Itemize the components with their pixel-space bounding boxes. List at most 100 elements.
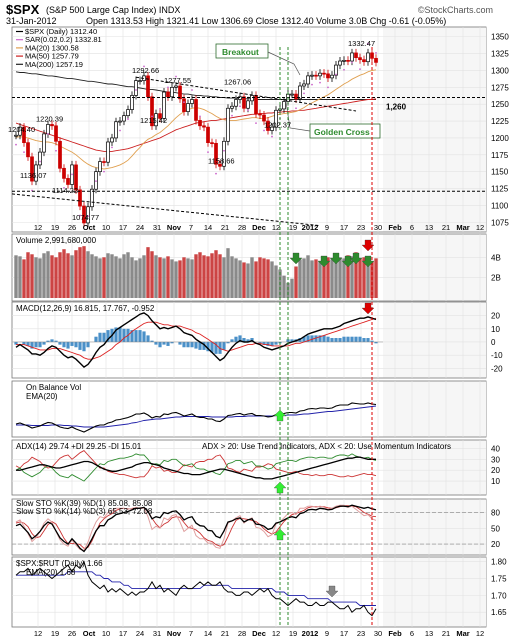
future-area-ratio	[383, 557, 486, 627]
sar-dot	[47, 132, 49, 135]
volume-bar	[282, 275, 286, 298]
obv-title: On Balance Vol	[26, 383, 81, 392]
candle-body	[318, 72, 322, 77]
macd-hist-bar	[74, 341, 78, 348]
volume-bar	[254, 261, 258, 298]
volume-bar	[190, 259, 194, 298]
x-axis-label-top: 12	[476, 223, 484, 232]
ratio-ema-line	[16, 571, 376, 606]
y-tick-label: 20	[491, 466, 500, 475]
macd-hist-bar	[310, 335, 314, 342]
macd-hist-bar	[30, 341, 34, 349]
candle-body	[314, 74, 318, 77]
macd-hist-bar	[262, 341, 266, 345]
volume-bar	[90, 254, 94, 298]
ratio-line	[15, 560, 377, 617]
sar-dot	[191, 89, 193, 91]
volume-bar	[262, 258, 266, 298]
volume-bar	[234, 258, 238, 298]
price-legend-item: SAR(0.02,0.2) 1332.81	[25, 35, 102, 44]
volume-bar	[142, 255, 146, 298]
volume-bar	[326, 257, 330, 298]
candle-body	[234, 99, 238, 107]
sar-dot	[23, 151, 25, 153]
candle-body	[338, 60, 342, 66]
macd-hist-bar	[242, 338, 246, 342]
candle-body	[158, 113, 162, 119]
price-legend-item: $SPX (Daily) 1312.40	[25, 27, 97, 36]
x-axis-label-top: 13	[425, 223, 433, 232]
sar-dot	[247, 109, 249, 112]
adx-line	[16, 456, 376, 480]
x-axis-label-bottom: 26	[68, 629, 76, 638]
candle-body	[186, 103, 190, 112]
macd-hist-bar	[166, 341, 170, 346]
x-axis-label-bottom: 30	[374, 629, 382, 638]
macd-hist-bar	[170, 341, 174, 344]
macd-hist-bar	[98, 332, 102, 342]
candle-body	[266, 120, 270, 131]
macd-hist-bar	[358, 336, 362, 342]
volume-bar	[62, 249, 66, 298]
macd-hist-bar	[218, 341, 222, 354]
y-tick-label: 1150	[491, 168, 509, 177]
x-axis-label-bottom: 19	[51, 629, 59, 638]
adx-green-arrow	[273, 481, 287, 494]
x-axis-label-bottom: Feb	[388, 629, 402, 638]
macd-hist-bar	[226, 341, 230, 344]
sar-dot	[311, 83, 313, 86]
x-axis-label-bottom: 12	[272, 629, 280, 638]
volume-bar	[22, 259, 26, 298]
volume-bar	[74, 250, 78, 298]
y-tick-label: 30	[491, 455, 500, 464]
macd-hist-bar	[50, 339, 54, 342]
volume-bar	[182, 257, 186, 298]
macd-hist-bar	[14, 341, 18, 345]
candle-body	[22, 126, 26, 144]
x-axis-label-top: 12	[272, 223, 280, 232]
macd-hist-bar	[214, 341, 218, 354]
volume-bar	[122, 254, 126, 298]
candle-body	[214, 142, 218, 165]
candle-body	[258, 113, 262, 116]
candle-body	[242, 96, 246, 109]
volume-bar	[170, 259, 174, 298]
price-annotation: 1204.40	[8, 125, 35, 134]
macd-hist-bar	[70, 341, 74, 346]
sar-dot	[239, 105, 241, 108]
volume-green-arrow	[361, 255, 375, 268]
volume-bar	[350, 256, 354, 298]
macd-hist-bar	[362, 338, 366, 342]
macd-hist-bar	[162, 341, 166, 345]
macd-hist-bar	[138, 330, 142, 342]
candle-body	[230, 105, 234, 109]
level-label: 1,260	[386, 102, 407, 111]
x-axis-label-bottom: 17	[119, 629, 127, 638]
volume-red-arrow	[361, 239, 375, 252]
price-annotation: 1220.39	[36, 114, 63, 123]
x-axis-label-bottom: 21	[442, 629, 450, 638]
symbol-name: (S&P 500 Large Cap Index) INDX	[46, 5, 181, 15]
candle-body	[14, 134, 18, 137]
future-area-macd	[383, 302, 486, 378]
macd-hist-bar	[286, 339, 290, 342]
candle-body	[66, 178, 70, 185]
macd-hist-bar	[150, 340, 154, 342]
candle-body	[202, 125, 206, 128]
sar-dot	[119, 129, 121, 132]
macd-hist-bar	[314, 335, 318, 342]
x-axis-label-bottom: 9	[325, 629, 329, 638]
ratio-title: $SPX:$RUT (Daily) 1.66	[16, 559, 103, 568]
candle-body	[102, 161, 106, 163]
macd-hist-bar	[334, 338, 338, 342]
x-axis-label-bottom: 10	[102, 629, 110, 638]
volume-bar	[374, 258, 378, 298]
stoch39-title: Slow STO %K(39) %D(1) 85.08, 85.08	[16, 499, 153, 508]
candle-body	[166, 91, 170, 98]
x-axis-label-top: 24	[136, 223, 144, 232]
macd-hist-bar	[354, 336, 358, 342]
x-axis-label-top: 12	[34, 223, 42, 232]
macd-hist-bar	[54, 340, 58, 342]
candle-body	[302, 83, 306, 87]
candle-body	[34, 164, 38, 182]
